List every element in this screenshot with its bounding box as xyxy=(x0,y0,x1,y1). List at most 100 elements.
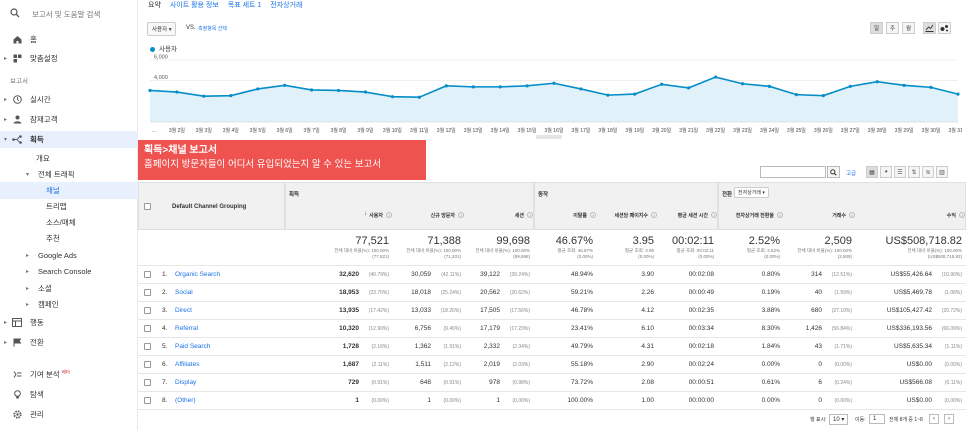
help-icon[interactable]: ? xyxy=(711,212,717,218)
sidebar-item-search-console[interactable]: ▸ Search Console xyxy=(0,263,138,280)
channel-link[interactable]: Affiliates xyxy=(175,361,200,368)
col-header-revenue[interactable]: 수익 xyxy=(946,213,956,219)
period-day-button[interactable]: 일 xyxy=(870,22,883,34)
col-header-ecommerce-conversion-rate[interactable]: 전자상거래 전환율 xyxy=(735,213,774,219)
period-month-button[interactable]: 월 xyxy=(902,22,915,34)
view-pivot-button[interactable]: ▥ xyxy=(936,166,948,178)
help-icon[interactable]: ? xyxy=(590,212,596,218)
data-point[interactable] xyxy=(794,93,799,97)
row-checkbox[interactable] xyxy=(144,325,151,332)
select-all-checkbox[interactable] xyxy=(144,203,151,210)
col-header-avg-session-duration[interactable]: 평균 세션 시간 xyxy=(677,213,708,219)
channel-link[interactable]: Referral xyxy=(175,325,199,332)
data-point[interactable] xyxy=(767,84,772,88)
data-point[interactable] xyxy=(740,82,745,86)
conversion-type-select[interactable]: 전자상거래 ▾ xyxy=(734,187,769,198)
col-header-pages-per-session[interactable]: 세션당 페이지수 xyxy=(614,213,648,219)
sidebar-item-overview[interactable]: 개요 xyxy=(0,150,138,167)
select-metric-link[interactable]: 측정항목 선택 xyxy=(198,26,227,32)
data-point[interactable] xyxy=(310,88,314,92)
prev-page-button[interactable]: ‹ xyxy=(929,414,939,424)
data-point[interactable] xyxy=(714,75,718,79)
help-icon[interactable]: ? xyxy=(849,212,855,218)
data-point[interactable] xyxy=(471,85,475,89)
sidebar-item-all-traffic[interactable]: ▾ 전체 트래픽 xyxy=(0,166,138,183)
help-icon[interactable]: ? xyxy=(386,212,392,218)
col-header-bounce-rate[interactable]: 이탈률 xyxy=(573,213,587,219)
sort-descending-icon[interactable]: ↓ xyxy=(364,211,367,217)
tab-site-usage[interactable]: 사이트 활용 정보 xyxy=(169,2,219,9)
chart-scroll-handle[interactable] xyxy=(536,135,562,139)
data-point[interactable] xyxy=(552,81,556,85)
view-pie-button[interactable]: ◕ xyxy=(880,166,892,178)
data-point[interactable] xyxy=(283,83,287,87)
tab-goal-set[interactable]: 목표 세트 1 xyxy=(227,2,262,9)
data-point[interactable] xyxy=(336,88,341,93)
data-point[interactable] xyxy=(660,82,664,86)
data-point[interactable] xyxy=(390,95,394,99)
line-chart-button[interactable] xyxy=(923,22,936,34)
col-header-transactions[interactable]: 거래수 xyxy=(832,213,846,219)
sidebar-item-admin[interactable]: 관리 xyxy=(0,406,138,423)
tab-summary[interactable]: 요약 xyxy=(148,2,161,9)
sidebar-item-channels[interactable]: 채널 xyxy=(0,182,138,199)
view-table-button[interactable]: ▦ xyxy=(866,166,878,178)
period-week-button[interactable]: 주 xyxy=(886,22,899,34)
row-checkbox[interactable] xyxy=(144,397,151,404)
data-point[interactable] xyxy=(202,94,206,98)
sidebar-item-conversions[interactable]: ▸ 전환 xyxy=(0,334,138,351)
sidebar-item-referrals[interactable]: 추천 xyxy=(0,230,138,247)
help-icon[interactable]: ? xyxy=(458,212,464,218)
show-rows-select[interactable]: 10 ▾ xyxy=(829,414,849,425)
sidebar-item-audience[interactable]: ▸ 잠재고객 xyxy=(0,111,138,128)
next-page-button[interactable]: › xyxy=(944,414,954,424)
data-point[interactable] xyxy=(875,80,879,84)
data-point[interactable] xyxy=(229,94,233,98)
row-checkbox[interactable] xyxy=(144,343,151,350)
data-point[interactable] xyxy=(417,95,421,99)
channel-link[interactable]: Direct xyxy=(175,307,192,314)
help-icon[interactable]: ? xyxy=(651,212,657,218)
data-point[interactable] xyxy=(175,90,179,94)
table-search-input[interactable] xyxy=(760,166,826,178)
dimension-header[interactable]: Default Channel Grouping xyxy=(172,204,247,210)
channel-link[interactable]: Paid Search xyxy=(175,343,211,350)
view-term-cloud-button[interactable]: ≋ xyxy=(922,166,934,178)
help-icon[interactable]: ? xyxy=(527,212,533,218)
row-checkbox[interactable] xyxy=(144,361,151,368)
sidebar-item-treemaps[interactable]: 트리맵 xyxy=(0,198,138,215)
col-header-users[interactable]: 사용자 xyxy=(369,213,383,219)
data-point[interactable] xyxy=(848,84,852,88)
data-point[interactable] xyxy=(256,87,260,91)
sidebar-item-source-medium[interactable]: 소스/매체 xyxy=(0,214,138,231)
advanced-filter-link[interactable]: 고급 xyxy=(846,171,857,177)
data-point[interactable] xyxy=(821,94,825,98)
col-header-new-visitors[interactable]: 신규 방문자 xyxy=(430,213,455,219)
channel-link[interactable]: (Other) xyxy=(175,397,196,404)
data-point[interactable] xyxy=(633,92,637,96)
data-point[interactable] xyxy=(579,87,583,91)
channel-link[interactable]: Organic Search xyxy=(175,271,221,278)
help-icon[interactable]: ? xyxy=(777,212,783,218)
data-point[interactable] xyxy=(444,84,448,88)
sidebar-item-acquisition[interactable]: ▾ 획득 xyxy=(0,131,138,148)
sidebar-item-behavior[interactable]: ▸ 행동 xyxy=(0,314,138,331)
help-icon[interactable]: ? xyxy=(959,212,965,218)
data-point[interactable] xyxy=(606,93,610,97)
table-search-button[interactable] xyxy=(827,166,840,178)
channel-link[interactable]: Display xyxy=(175,379,197,386)
view-performance-button[interactable]: ☰ xyxy=(894,166,906,178)
data-point[interactable] xyxy=(525,84,529,88)
row-checkbox[interactable] xyxy=(144,307,151,314)
sidebar-item-social[interactable]: ▸ 소셜 xyxy=(0,280,138,297)
sidebar-item-attribution[interactable]: 기여 분석 베타 xyxy=(0,366,138,383)
sidebar-item-realtime[interactable]: ▸ 실시간 xyxy=(0,91,138,108)
row-checkbox[interactable] xyxy=(144,271,151,278)
data-point[interactable] xyxy=(929,85,933,89)
metric-select[interactable]: 사용자 ▾ xyxy=(147,22,177,36)
tab-ecommerce[interactable]: 전자상거래 xyxy=(270,2,303,9)
motion-chart-button[interactable] xyxy=(938,22,951,34)
sidebar-item-google-ads[interactable]: ▸ Google Ads xyxy=(0,247,138,264)
data-point[interactable] xyxy=(148,88,152,93)
sidebar-item-custom[interactable]: ▸ 맞춤설정 xyxy=(0,50,138,67)
